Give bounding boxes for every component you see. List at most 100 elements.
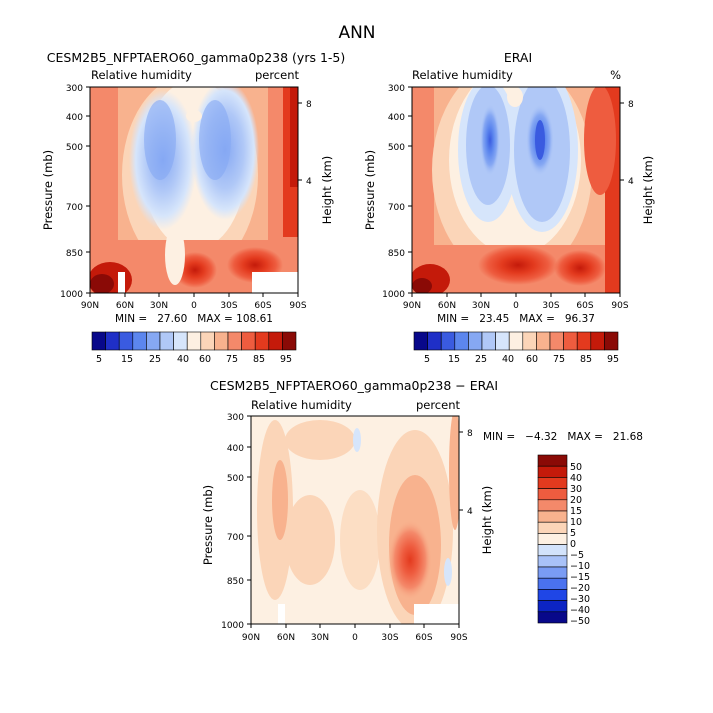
figure-title: ANN: [338, 23, 375, 43]
diff-ytick-1000: 1000: [221, 621, 244, 631]
diff-cb-swatch-12: [537, 589, 568, 601]
diff-ytick-700: 700: [227, 533, 244, 543]
diff-xtick-30n: 30N: [311, 633, 329, 643]
obs-field: [411, 86, 621, 294]
model-cb-swatch-4: [146, 331, 161, 351]
model-field: [89, 86, 299, 294]
diff-cb-label-0: 0: [570, 539, 576, 550]
model-cb-swatch-9: [214, 331, 229, 351]
diff-panel: CESM2B5_NFPTAERO60_gamma0p238 − ERAI Rel…: [201, 378, 643, 643]
obs-cb-swatch-14: [604, 331, 619, 351]
obs-cb-label-5: 5: [424, 354, 430, 365]
diff-cb-label-5: 5: [570, 528, 576, 539]
diff-cb-label-30: 30: [570, 484, 582, 495]
model-left-label: Relative humidity: [91, 68, 192, 82]
obs-colorbar: 5 15 25 40 60 75 85 95: [413, 331, 619, 365]
diff-cb-label-20: 20: [570, 495, 582, 506]
diff-ytick-400: 400: [227, 444, 244, 454]
model-cb-swatch-11: [241, 331, 256, 351]
obs-title: ERAI: [504, 50, 532, 65]
diff-cb-swatch-5: [537, 510, 568, 523]
model-cb-label-85: 85: [253, 354, 265, 365]
obs-cb-swatch-7: [508, 331, 524, 351]
diff-left-label: Relative humidity: [251, 398, 352, 412]
model-xtick-60n: 60N: [116, 301, 134, 311]
model-ytick-500: 500: [66, 143, 83, 153]
model-cb-label-75: 75: [226, 354, 238, 365]
model-cb-swatch-0: [91, 331, 106, 351]
model-xtick-90n: 90N: [81, 301, 99, 311]
obs-cb-swatch-3: [454, 331, 469, 351]
model-cb-label-40: 40: [177, 354, 189, 365]
obs-ytick-300: 300: [388, 84, 405, 94]
model-xtick-30n: 30N: [150, 301, 168, 311]
model-ytick-400: 400: [66, 113, 83, 123]
diff-ytick-500: 500: [227, 474, 244, 484]
model-cb-label-95: 95: [280, 354, 292, 365]
obs-cb-swatch-1: [427, 331, 442, 351]
model-cb-swatch-1: [105, 331, 120, 351]
obs-xtick-30n: 30N: [472, 301, 490, 311]
model-cb-label-25: 25: [149, 354, 161, 365]
obs-cb-swatch-8: [522, 331, 537, 351]
diff-xtick-90s: 90S: [450, 633, 467, 643]
model-y2tick-8: 8: [306, 100, 312, 110]
diff-y2label: Height (km): [480, 486, 494, 555]
diff-title: CESM2B5_NFPTAERO60_gamma0p238 − ERAI: [210, 378, 498, 393]
diff-cb-swatch-6: [537, 521, 568, 534]
diff-y2tick-8: 8: [467, 429, 473, 439]
model-panel: CESM2B5_NFPTAERO60_gamma0p238 (yrs 1-5) …: [41, 50, 345, 365]
model-ylabel: Pressure (mb): [41, 150, 55, 230]
diff-field: [250, 415, 460, 625]
model-cb-label-15: 15: [121, 354, 133, 365]
diff-cb-swatch-11: [537, 577, 568, 590]
obs-cb-swatch-5: [481, 331, 496, 351]
model-xtick-30s: 30S: [220, 301, 237, 311]
diff-cb-label-10: 10: [570, 517, 582, 528]
diff-y2tick-4: 4: [467, 507, 473, 517]
model-cb-swatch-7: [186, 331, 202, 351]
diff-xtick-30s: 30S: [381, 633, 398, 643]
model-y2tick-4: 4: [306, 177, 312, 187]
diff-right-label: percent: [416, 398, 461, 412]
diff-cb-swatch-14: [537, 611, 568, 624]
obs-cb-swatch-2: [440, 331, 456, 351]
model-cb-swatch-8: [200, 331, 215, 351]
model-ytick-300: 300: [66, 84, 83, 94]
diff-cb-label-m5: −5: [570, 550, 584, 561]
obs-cb-swatch-13: [590, 331, 605, 351]
diff-cb-swatch-1: [537, 465, 568, 478]
model-stats: MIN = 27.60 MAX = 108.61: [115, 313, 273, 325]
diff-cb-swatch-9: [537, 555, 568, 568]
diff-cb-swatch-0: [537, 454, 568, 467]
obs-xtick-90n: 90N: [403, 301, 421, 311]
model-xtick-90s: 90S: [289, 301, 306, 311]
model-cb-swatch-3: [132, 331, 147, 351]
diff-cb-label-m20: −20: [570, 583, 590, 594]
obs-cb-label-15: 15: [448, 354, 460, 365]
diff-cb-label-40: 40: [570, 473, 582, 484]
diff-axes: 300 400 500 700 850 1000 Pressure (mb) 8…: [201, 413, 494, 643]
model-axes: 300 400 500 700 850 1000 Pressure (mb) 8…: [41, 84, 334, 311]
diff-ytick-300: 300: [227, 413, 244, 423]
obs-axes: 300 400 500 700 850 1000 Pressure (mb) 8…: [363, 84, 655, 311]
diff-cb-label-m40: −40: [570, 605, 590, 616]
diff-ytick-850: 850: [227, 577, 244, 587]
obs-stats: MIN = 23.45 MAX = 96.37: [437, 313, 595, 325]
obs-xtick-60n: 60N: [438, 301, 456, 311]
obs-cb-swatch-4: [468, 331, 483, 351]
model-xtick-60s: 60S: [254, 301, 271, 311]
diff-cb-swatch-13: [537, 600, 568, 613]
diff-colorbar: 50 40 30 20 15 10 5 0 −5 −10 −15 −20 −30…: [537, 454, 590, 627]
model-cb-swatch-13: [268, 331, 283, 351]
model-ytick-850: 850: [66, 249, 83, 259]
diff-xtick-0: 0: [352, 633, 358, 643]
diff-cb-label-m50: −50: [570, 616, 590, 627]
obs-xtick-0: 0: [513, 301, 519, 311]
model-cb-swatch-14: [282, 331, 297, 351]
obs-cb-label-25: 25: [475, 354, 487, 365]
obs-cb-swatch-9: [536, 331, 551, 351]
diff-cb-label-50: 50: [570, 462, 582, 473]
